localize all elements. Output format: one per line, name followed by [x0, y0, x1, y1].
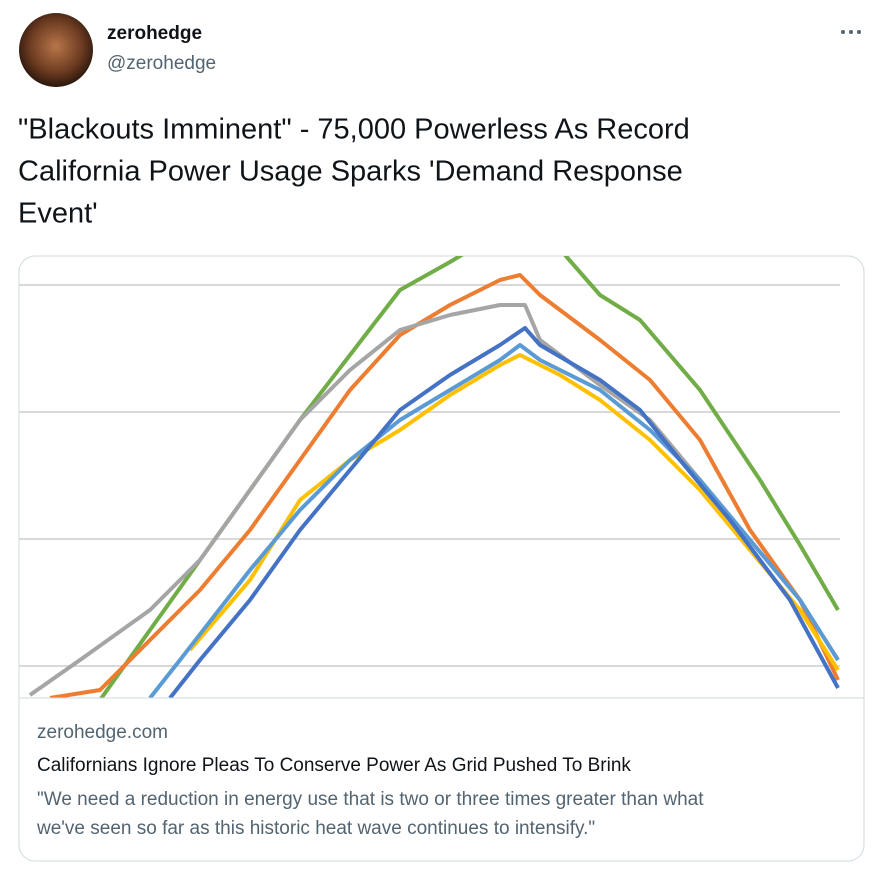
author-name[interactable]: zerohedge — [107, 23, 202, 44]
card-description[interactable]: "We need a reduction in energy use that … — [37, 789, 704, 810]
avatar[interactable] — [19, 13, 93, 87]
link-card[interactable] — [18, 255, 865, 862]
more-button[interactable] — [841, 30, 861, 34]
card-title[interactable]: Californians Ignore Pleas To Conserve Po… — [37, 755, 631, 776]
author-handle[interactable]: @zerohedge — [107, 53, 216, 74]
tweet-text: "Blackouts Imminent" - 75,000 Powerless … — [18, 114, 690, 146]
tweet-text: California Power Usage Sparks 'Demand Re… — [18, 156, 683, 188]
card-description[interactable]: we've seen so far as this historic heat … — [36, 818, 595, 839]
card-image — [19, 256, 840, 698]
tweet-text: Event' — [18, 198, 98, 230]
card-domain[interactable]: zerohedge.com — [37, 722, 168, 743]
